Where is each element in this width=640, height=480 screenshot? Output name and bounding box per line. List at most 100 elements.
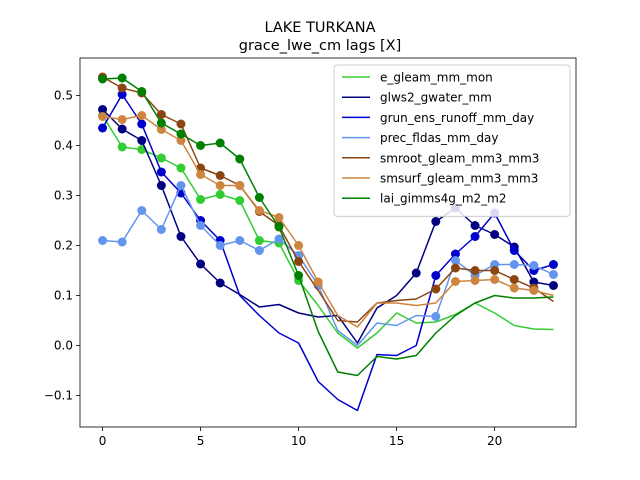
series-point-grun_ens_runoff_mm_day-0 bbox=[98, 123, 108, 133]
series-point-smsurf_gleam_mm3_mm3-6 bbox=[215, 181, 225, 190]
y-tick-label-1: 0.0 bbox=[54, 339, 73, 353]
series-point-glws2_gwater_mm-4 bbox=[176, 232, 186, 241]
series-point-smsurf_gleam_mm3_mm3-8 bbox=[254, 206, 264, 215]
series-point-prec_fldas_mm_day-1 bbox=[117, 237, 127, 247]
series-point-lai_gimms4g_m2_m2-3 bbox=[156, 118, 166, 128]
series-point-glws2_gwater_mm-19 bbox=[470, 221, 480, 230]
series-point-grun_ens_runoff_mm_day-23 bbox=[548, 260, 558, 269]
legend-box bbox=[333, 64, 571, 217]
series-point-smroot_gleam_mm3_mm3-17 bbox=[431, 284, 441, 294]
series-point-smsurf_gleam_mm3_mm3-0 bbox=[98, 112, 108, 121]
y-tick-label-2: 0.1 bbox=[54, 289, 73, 303]
series-point-grun_ens_runoff_mm_day-3 bbox=[156, 167, 166, 177]
series-point-prec_fldas_mm_day-4 bbox=[176, 181, 186, 190]
series-point-prec_fldas_mm_day-18 bbox=[450, 256, 460, 265]
series-point-prec_fldas_mm_day-3 bbox=[156, 225, 166, 234]
series-point-smsurf_gleam_mm3_mm3-21 bbox=[509, 283, 519, 293]
series-point-grun_ens_runoff_mm_day-18 bbox=[450, 249, 460, 259]
legend: e_gleam_mm_mon glws2_gwater_mm grun_ens_ru… bbox=[333, 64, 571, 217]
series-point-smsurf_gleam_mm3_mm3-18 bbox=[450, 277, 460, 286]
series-point-smroot_gleam_mm3_mm3-1 bbox=[117, 83, 127, 93]
x-tick-label-5: 5 bbox=[197, 434, 205, 448]
series-point-lai_gimms4g_m2_m2-6 bbox=[215, 138, 225, 148]
series-point-prec_fldas_mm_day-7 bbox=[235, 236, 245, 245]
series-point-smsurf_gleam_mm3_mm3-22 bbox=[529, 286, 539, 295]
chart-title: LAKE TURKANA bbox=[264, 20, 375, 36]
series-point-glws2_gwater_mm-0 bbox=[98, 105, 108, 114]
series-point-smsurf_gleam_mm3_mm3-9 bbox=[274, 213, 284, 222]
series-point-prec_fldas_mm_day-23 bbox=[548, 270, 558, 279]
chart-subtitle: grace_lwe_cm lags [X] bbox=[239, 38, 402, 54]
series-point-grun_ens_runoff_mm_day-1 bbox=[117, 90, 127, 99]
series-point-glws2_gwater_mm-23 bbox=[548, 281, 558, 290]
series-point-glws2_gwater_mm-17 bbox=[431, 217, 441, 226]
series-point-lai_gimms4g_m2_m2-0 bbox=[98, 74, 108, 84]
series-point-smsurf_gleam_mm3_mm3-4 bbox=[176, 136, 186, 145]
series-point-e_gleam_mm_mon-1 bbox=[117, 142, 127, 152]
x-tick-label-20: 20 bbox=[487, 434, 502, 448]
series-point-grun_ens_runoff_mm_day-21 bbox=[509, 246, 519, 255]
y-tick-label-4: 0.3 bbox=[54, 189, 73, 203]
y-tick-label-5: 0.4 bbox=[54, 139, 73, 153]
series-point-e_gleam_mm_mon-8 bbox=[254, 236, 264, 245]
series-point-smsurf_gleam_mm3_mm3-11 bbox=[313, 277, 323, 287]
series-point-glws2_gwater_mm-5 bbox=[196, 259, 206, 269]
series-point-prec_fldas_mm_day-6 bbox=[215, 241, 225, 250]
x-tick-label-0: 0 bbox=[99, 434, 107, 448]
series-point-glws2_gwater_mm-3 bbox=[156, 181, 166, 190]
y-tick-label-6: 0.5 bbox=[54, 89, 73, 103]
series-point-smroot_gleam_mm3_mm3-6 bbox=[215, 171, 225, 180]
series-point-lai_gimms4g_m2_m2-2 bbox=[137, 87, 147, 96]
series-point-smroot_gleam_mm3_mm3-3 bbox=[156, 110, 166, 119]
series-point-lai_gimms4g_m2_m2-5 bbox=[196, 141, 206, 150]
series-point-grun_ens_runoff_mm_day-19 bbox=[470, 232, 480, 241]
series-point-prec_fldas_mm_day-2 bbox=[137, 206, 147, 215]
series-point-e_gleam_mm_mon-4 bbox=[176, 163, 186, 173]
series-point-smsurf_gleam_mm3_mm3-2 bbox=[137, 111, 147, 120]
axes: 0 5 10 15 20 −0.1 0.0 0.1 0.2 0.3 0.4 0.5 bbox=[44, 57, 577, 448]
series-point-grun_ens_runoff_mm_day-2 bbox=[137, 119, 147, 129]
series-point-glws2_gwater_mm-2 bbox=[137, 136, 147, 145]
series-point-smsurf_gleam_mm3_mm3-19 bbox=[470, 276, 480, 285]
series-line-grun_ens_runoff_mm_day bbox=[101, 93, 554, 412]
series-point-prec_fldas_mm_day-0 bbox=[98, 236, 108, 245]
series-point-smsurf_gleam_mm3_mm3-20 bbox=[490, 275, 500, 284]
series-point-smroot_gleam_mm3_mm3-21 bbox=[509, 275, 519, 284]
series-point-lai_gimms4g_m2_m2-7 bbox=[235, 154, 245, 164]
series-point-lai_gimms4g_m2_m2-8 bbox=[254, 193, 264, 202]
series-point-e_gleam_mm_mon-3 bbox=[156, 153, 166, 163]
series-point-smroot_gleam_mm3_mm3-20 bbox=[490, 266, 500, 275]
series-point-glws2_gwater_mm-1 bbox=[117, 124, 127, 134]
series-point-lai_gimms4g_m2_m2-10 bbox=[294, 271, 304, 280]
series-point-grun_ens_runoff_mm_day-17 bbox=[431, 271, 441, 280]
series-point-smsurf_gleam_mm3_mm3-1 bbox=[117, 115, 127, 124]
series-point-smroot_gleam_mm3_mm3-18 bbox=[450, 263, 460, 273]
series-point-e_gleam_mm_mon-5 bbox=[196, 195, 206, 204]
series-point-lai_gimms4g_m2_m2-9 bbox=[274, 222, 284, 232]
series-point-prec_fldas_mm_day-17 bbox=[431, 312, 441, 321]
series-point-prec_fldas_mm_day-22 bbox=[529, 261, 539, 270]
series-point-glws2_gwater_mm-6 bbox=[215, 278, 225, 288]
series-point-smsurf_gleam_mm3_mm3-5 bbox=[196, 170, 206, 179]
series-point-smroot_gleam_mm3_mm3-10 bbox=[294, 257, 304, 266]
plot-area bbox=[98, 72, 558, 412]
series-point-glws2_gwater_mm-16 bbox=[411, 268, 421, 278]
x-tick-label-15: 15 bbox=[389, 434, 404, 448]
series-point-prec_fldas_mm_day-5 bbox=[196, 221, 206, 230]
series-point-e_gleam_mm_mon-7 bbox=[235, 196, 245, 205]
series-point-e_gleam_mm_mon-6 bbox=[215, 190, 225, 199]
series-point-prec_fldas_mm_day-8 bbox=[254, 246, 264, 255]
legend-label-prec_fldas_mm_day: prec_fldas_mm_day bbox=[380, 131, 499, 145]
series-point-smsurf_gleam_mm3_mm3-3 bbox=[156, 125, 166, 134]
series-point-smroot_gleam_mm3_mm3-4 bbox=[176, 119, 186, 129]
legend-label-lai_gimms4g_m2_m2: lai_gimms4g_m2_m2 bbox=[380, 192, 507, 206]
series-point-glws2_gwater_mm-20 bbox=[490, 230, 500, 239]
series-point-prec_fldas_mm_day-9 bbox=[274, 234, 284, 244]
series-point-lai_gimms4g_m2_m2-1 bbox=[117, 73, 127, 83]
series-point-smsurf_gleam_mm3_mm3-10 bbox=[294, 241, 304, 250]
legend-label-glws2_gwater_mm: glws2_gwater_mm bbox=[380, 91, 492, 105]
y-tick-label-0: −0.1 bbox=[44, 389, 73, 403]
x-tick-label-10: 10 bbox=[291, 434, 306, 448]
legend-label-smsurf_gleam_mm3_mm3: smsurf_gleam_mm3_mm3 bbox=[380, 172, 538, 186]
